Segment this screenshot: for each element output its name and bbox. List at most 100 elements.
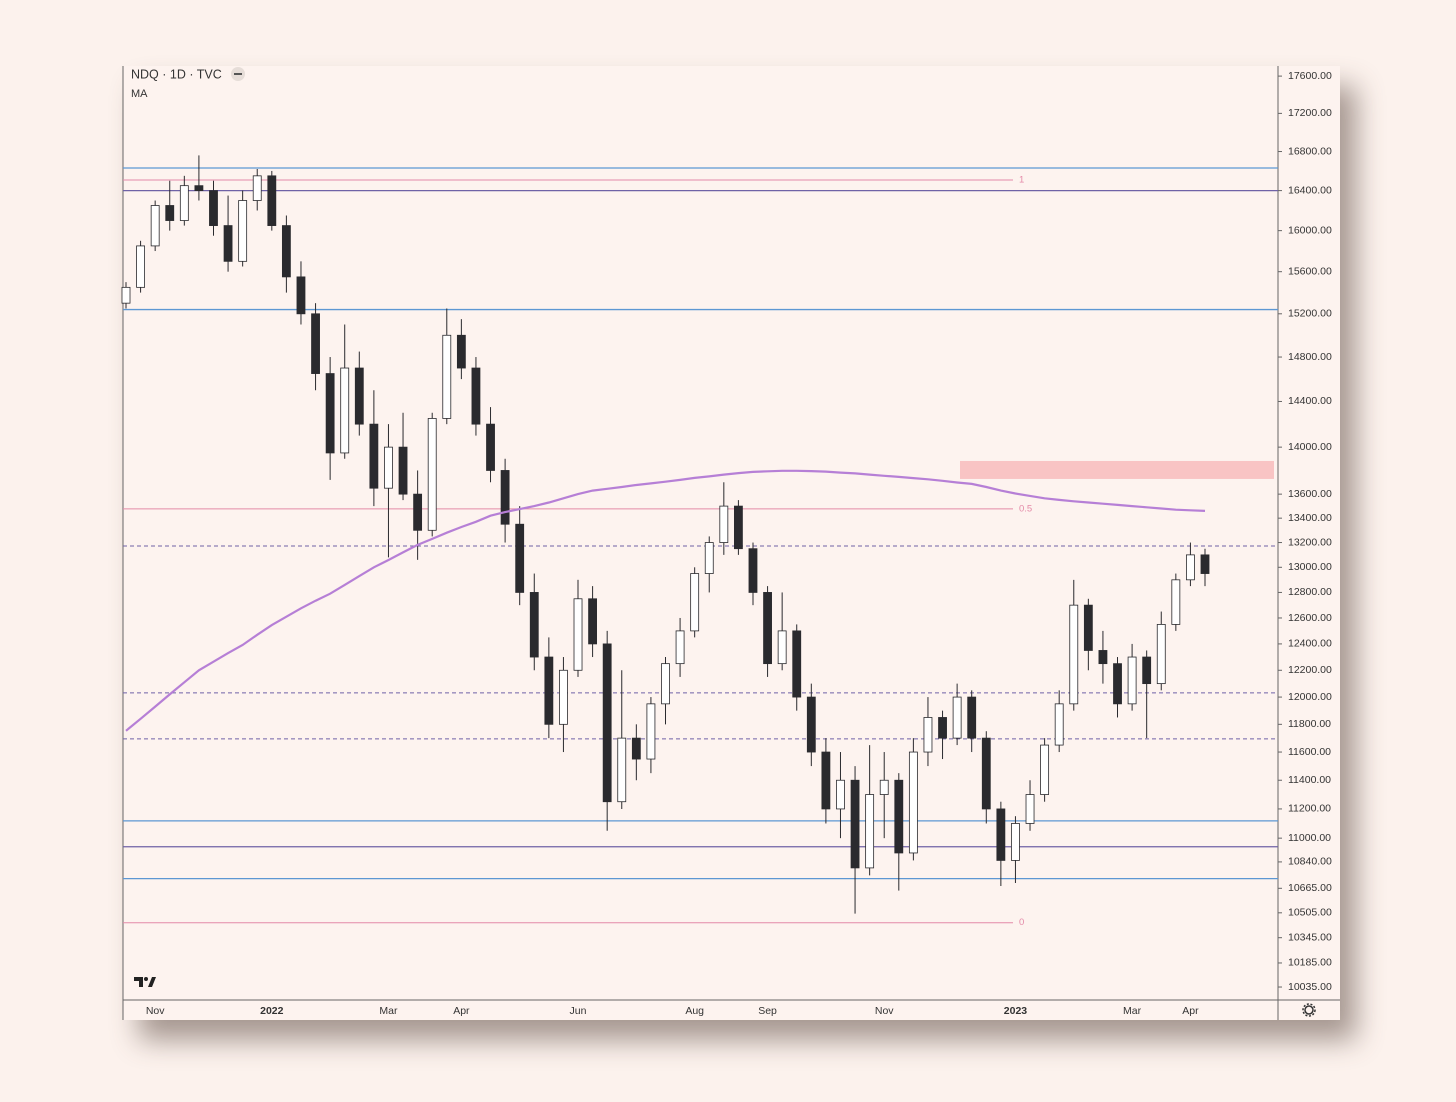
candle-body: [165, 205, 175, 221]
x-tick-label: 2023: [1004, 1005, 1028, 1017]
moving-average: [125, 469, 1206, 732]
candle-body: [529, 592, 539, 658]
x-tick-label: Jun: [570, 1005, 587, 1017]
x-tick-label: Mar: [1123, 1005, 1142, 1017]
candle-body: [384, 446, 393, 489]
candle-body: [719, 505, 729, 543]
candle-body: [1142, 656, 1152, 685]
candle-body: [559, 669, 568, 725]
y-tick-label: 16000.00: [1288, 224, 1332, 236]
x-tick-label: Apr: [453, 1005, 470, 1017]
candle-body: [325, 373, 335, 454]
y-tick-label: 13600.00: [1288, 488, 1332, 500]
candle-body: [1040, 744, 1050, 795]
candle-body: [690, 573, 700, 632]
candle-body: [1069, 604, 1079, 705]
x-tick-label: Apr: [1182, 1005, 1199, 1017]
y-tick-label: 11600.00: [1288, 746, 1331, 758]
fib-label: 0.5: [1019, 503, 1032, 514]
candle-body: [179, 185, 189, 221]
y-tick-label: 17600.00: [1288, 70, 1332, 82]
y-tick-label: 13200.00: [1288, 536, 1332, 548]
candle-body: [252, 175, 262, 201]
y-tick-label: 17200.00: [1288, 107, 1332, 119]
candle-body: [486, 423, 495, 471]
candle-body: [150, 205, 160, 247]
candle-body: [136, 245, 145, 288]
candle-body: [515, 523, 525, 593]
candle-body: [1083, 604, 1093, 651]
candle-body: [398, 446, 408, 495]
candle-body: [850, 779, 860, 869]
y-tick-label: 14800.00: [1288, 351, 1332, 363]
candle-body: [1127, 656, 1137, 705]
candle-body: [1171, 579, 1181, 625]
y-tick-label: 13000.00: [1288, 561, 1332, 573]
candle-body: [369, 423, 379, 489]
candle-body: [281, 225, 291, 278]
candle-body: [340, 367, 350, 454]
candle-body: [311, 313, 320, 374]
y-tick-label: 15200.00: [1288, 308, 1332, 320]
y-tick-label: 16800.00: [1288, 145, 1332, 157]
candle-body: [544, 656, 554, 725]
candle-body: [442, 334, 452, 419]
candle-body: [748, 548, 758, 593]
chart-card: [123, 66, 1340, 1020]
y-tick-label: 11200.00: [1288, 803, 1331, 815]
y-tick-label: 12600.00: [1288, 612, 1332, 624]
y-tick-label: 12200.00: [1288, 664, 1332, 676]
fib-label: 0: [1019, 917, 1024, 928]
candle-body: [879, 779, 889, 795]
candle-body: [1098, 650, 1108, 665]
fib-label: 1: [1019, 175, 1024, 186]
y-tick-label: 10035.00: [1288, 981, 1332, 993]
settings-gear[interactable]: [1302, 1003, 1316, 1017]
indicator-label: MA: [131, 88, 148, 100]
candle-body: [967, 696, 977, 739]
chart-title: NDQ · 1D · TVC: [131, 67, 222, 81]
candle-body: [209, 190, 218, 226]
candle-body: [121, 286, 131, 304]
candle-body: [938, 717, 947, 739]
candle-body: [675, 630, 685, 665]
candle-body: [456, 334, 466, 369]
x-tick-label: Nov: [875, 1005, 894, 1017]
candle-body: [267, 175, 277, 226]
candle-body: [981, 737, 991, 810]
y-tick-label: 12400.00: [1288, 638, 1332, 650]
candle-body: [573, 598, 583, 671]
candle-body: [836, 779, 845, 810]
candle-body: [617, 737, 627, 803]
candle-body: [223, 225, 233, 262]
candle-body: [427, 418, 437, 531]
candle-body: [500, 470, 510, 525]
candle-body: [646, 703, 656, 760]
candle-body: [1113, 663, 1122, 705]
y-tick-label: 11800.00: [1288, 718, 1331, 730]
y-tick-label: 16400.00: [1288, 184, 1332, 196]
y-tick-label: 10840.00: [1288, 856, 1332, 868]
y-tick-label: 11000.00: [1288, 832, 1331, 844]
y-tick-label: 12800.00: [1288, 586, 1332, 598]
candle-body: [923, 717, 933, 753]
tv-logo: [134, 977, 156, 987]
candle-body: [1156, 624, 1166, 685]
candle-body: [733, 505, 743, 550]
candle-body: [996, 808, 1006, 861]
x-tick-label: Mar: [379, 1005, 398, 1017]
candle-body: [821, 751, 831, 810]
collapse-icon: [234, 73, 242, 75]
candle-body: [413, 493, 423, 531]
x-tick-label: Aug: [685, 1005, 704, 1017]
candle-body: [1054, 703, 1064, 746]
candle-body: [661, 663, 670, 705]
candle-body: [602, 643, 612, 803]
candle-body: [1186, 554, 1195, 581]
candle-body: [354, 367, 364, 425]
candle-body: [908, 751, 918, 854]
candle-body: [471, 367, 481, 425]
candle-body: [1025, 794, 1035, 824]
